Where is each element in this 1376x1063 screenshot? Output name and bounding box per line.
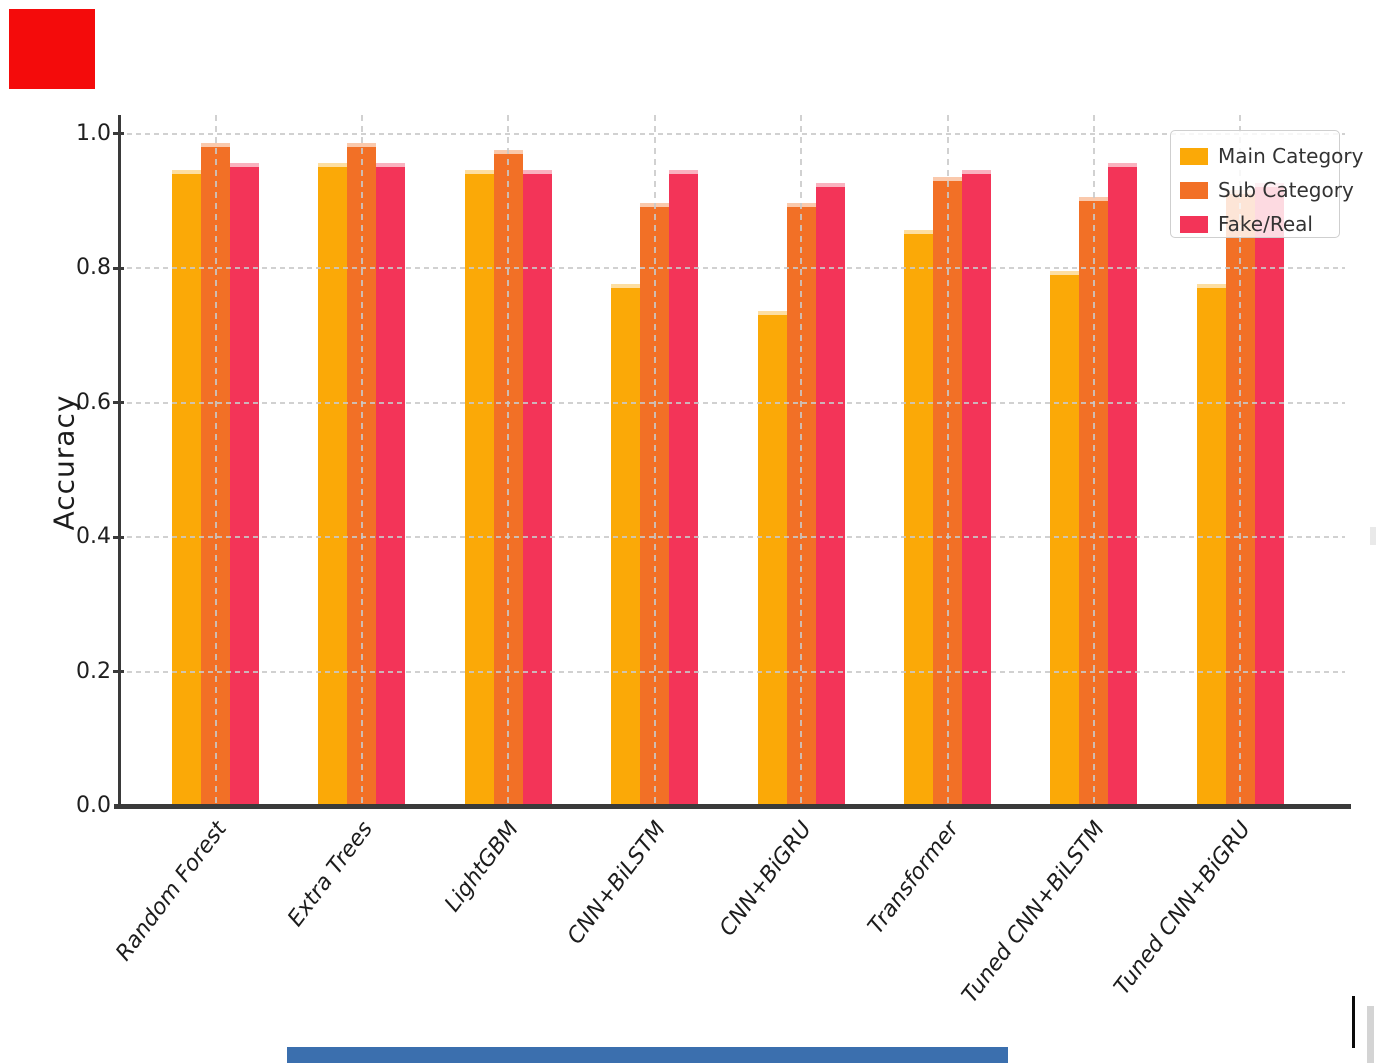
legend-row: Sub Category [1171, 173, 1354, 207]
bar-main-category [172, 169, 201, 806]
bar-fake-real [669, 169, 699, 806]
bar-top-highlight [318, 163, 348, 168]
x-tick-label: Random Forest [110, 817, 232, 966]
bar-top-highlight [669, 169, 699, 174]
blue-bar-artifact [287, 1047, 1008, 1063]
vertical-gridline [1092, 115, 1095, 806]
y-tick-label: 0.8 [76, 255, 111, 280]
bar-top-highlight [611, 284, 641, 289]
bar-main-category [1196, 284, 1226, 806]
horizontal-gridline [118, 132, 1345, 135]
bar-top-highlight [522, 169, 552, 174]
vertical-gridline [946, 115, 949, 806]
y-axis-title: Accuracy [47, 394, 81, 531]
legend-label: Main Category [1218, 144, 1364, 168]
text-cursor-caret [1352, 996, 1355, 1048]
bar-fake-real [522, 169, 552, 806]
legend-swatch-icon [1180, 215, 1208, 233]
vertical-gridline [800, 115, 803, 806]
y-tick-label: 0.4 [76, 524, 111, 549]
bar-top-highlight [376, 163, 406, 168]
bar-fake-real [962, 169, 991, 806]
bar-main-category [318, 163, 348, 806]
legend-label: Sub Category [1218, 178, 1354, 202]
vertical-gridline [653, 115, 656, 806]
y-tick-label: 0.6 [76, 389, 111, 415]
vertical-gridline [214, 115, 217, 806]
scrollbar-thumb[interactable] [1367, 1006, 1374, 1063]
legend-swatch-icon [1180, 147, 1208, 165]
bar-fake-real [376, 163, 406, 806]
horizontal-gridline [118, 670, 1345, 673]
y-tick-label: 0.2 [76, 658, 111, 684]
bar-top-highlight [757, 311, 787, 316]
legend-swatch-icon [1180, 181, 1208, 199]
scrollbar-fragment [1370, 527, 1376, 545]
vertical-gridline [360, 115, 363, 806]
bar-top-highlight [464, 169, 494, 174]
horizontal-gridline [118, 401, 1345, 404]
bottom-spine [114, 804, 1351, 809]
bar-top-highlight [904, 230, 933, 235]
bar-main-category [757, 311, 787, 806]
bar-fake-real [230, 163, 259, 806]
bar-top-highlight [230, 163, 259, 168]
red-square-artifact [9, 9, 95, 89]
bar-fake-real [815, 183, 845, 806]
bar-main-category [1050, 270, 1080, 806]
bar-main-category [904, 230, 933, 806]
bar-fake-real [1254, 183, 1284, 806]
vertical-gridline [507, 115, 510, 806]
legend-row: Main Category [1171, 139, 1363, 173]
left-spine [118, 115, 121, 809]
bar-top-highlight [172, 169, 201, 174]
horizontal-gridline [118, 536, 1345, 538]
y-tick-label: 1.0 [76, 120, 111, 146]
bar-top-highlight [1108, 163, 1138, 168]
legend-row: Fake/Real [1171, 207, 1339, 241]
legend-label: Fake/Real [1218, 212, 1313, 236]
chart-legend: Main Category Sub Category Fake/Real [1170, 130, 1363, 241]
horizontal-gridline [118, 267, 1345, 269]
bar-top-highlight [1196, 284, 1226, 289]
bar-top-highlight [962, 169, 991, 174]
vertical-gridline [1239, 115, 1242, 806]
bar-main-category [611, 284, 641, 806]
bar-fake-real [1108, 163, 1138, 806]
bar-top-highlight [1050, 270, 1080, 275]
bar-top-highlight [815, 183, 845, 188]
y-tick-label: 0.0 [76, 793, 111, 818]
bar-main-category [464, 169, 494, 806]
